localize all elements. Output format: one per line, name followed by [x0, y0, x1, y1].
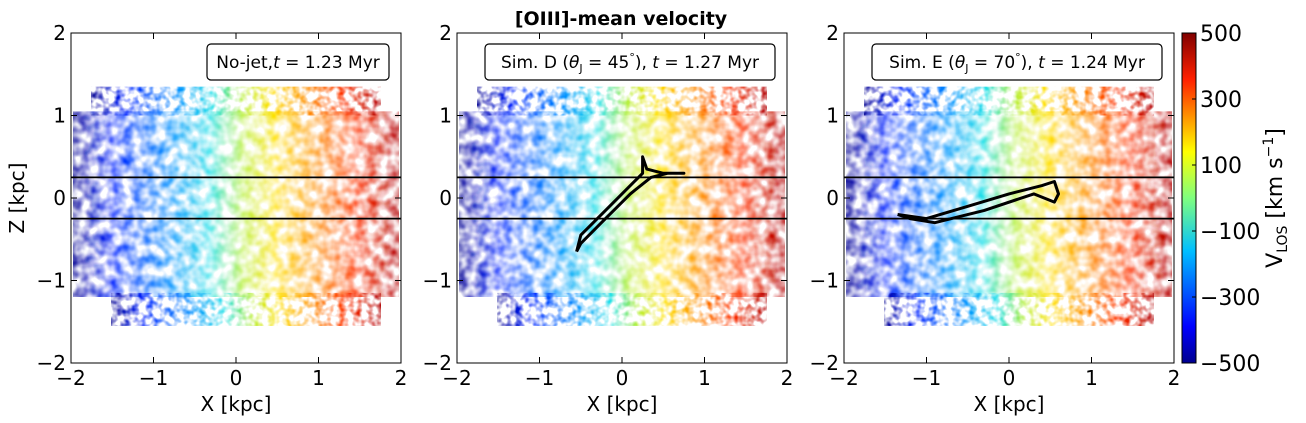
- x-tick-label: −1: [139, 366, 168, 390]
- x-axis-label: X [kpc]: [974, 392, 1045, 416]
- x-tick-label: −1: [912, 366, 941, 390]
- lower-filaments: [111, 292, 381, 326]
- disk-body: [846, 111, 1172, 297]
- x-tick-label: −2: [829, 366, 858, 390]
- jet-contour: [897, 180, 1060, 225]
- x-tick-label: −2: [56, 366, 85, 390]
- x-tick-label: 2: [781, 366, 794, 390]
- upper-filaments: [91, 86, 381, 116]
- lower-filaments: [884, 292, 1154, 326]
- y-tick-label: −2: [37, 351, 66, 375]
- x-tick-label: 0: [1003, 366, 1016, 390]
- x-axis-label: X [kpc]: [587, 392, 658, 416]
- colorbar-ticks: 500 300 100 −100 −300 −500: [1192, 22, 1260, 377]
- jet-contour: [575, 155, 686, 253]
- x-tick-label: 0: [616, 366, 629, 390]
- y-tick-label: 1: [439, 104, 452, 128]
- velocity-map: [457, 33, 787, 363]
- panel-label: No-jet,t = 1.23 Myr: [216, 53, 380, 73]
- x-axis-label: X [kpc]: [201, 392, 272, 416]
- colorbar: 500 300 100 −100 −300 −500 VLOS [km s−1]: [1181, 22, 1291, 377]
- upper-filaments: [477, 86, 767, 116]
- y-tick-label: 0: [53, 186, 66, 210]
- y-tick-label: 0: [439, 186, 452, 210]
- y-tick-label: −1: [810, 269, 839, 293]
- annotation-box: [206, 43, 390, 81]
- y-tick-label: 2: [826, 21, 839, 45]
- panel-3: −2−2 −1 −1 0 0 1 1 2 2 X [kpc] Sim. E (θJ = 70°), …: [810, 21, 1181, 416]
- disk-body: [73, 111, 399, 297]
- x-tick-label: −2: [442, 366, 471, 390]
- y-tick-label: 1: [53, 104, 66, 128]
- annotation-box: [484, 43, 776, 81]
- y-tick-label: −2: [423, 351, 452, 375]
- panel-label: Sim. E (θJ = 70°), t = 1.24 Myr: [889, 51, 1145, 75]
- y-tick-label: 2: [53, 21, 66, 45]
- colorbar-tick-label: 100: [1200, 154, 1242, 179]
- panel-label: Sim. D (θJ = 45°), t = 1.27 Myr: [501, 51, 759, 75]
- upper-filaments: [864, 86, 1154, 116]
- x-tick-label: 0: [230, 366, 243, 390]
- colorbar-tick-label: 300: [1200, 88, 1242, 113]
- y-tick-label: 0: [826, 186, 839, 210]
- colorbar-label: VLOS [km s−1]: [1261, 128, 1291, 268]
- y-tick-label: 1: [826, 104, 839, 128]
- x-tick-label: 1: [312, 366, 325, 390]
- x-tick-label: 1: [1085, 366, 1098, 390]
- lower-filaments: [497, 292, 767, 326]
- x-tick-label: 2: [1168, 366, 1181, 390]
- colorbar-tick-label: −500: [1200, 352, 1260, 377]
- y-tick-label: −2: [810, 351, 839, 375]
- y-axis-label: Z [kpc]: [5, 163, 29, 234]
- y-tick-label: −1: [423, 269, 452, 293]
- panel-2: −2−2 −1 −1 0 0 1 1 2 2 X [kpc] Sim. D (θJ = 45°), …: [423, 21, 794, 416]
- x-tick-label: −1: [525, 366, 554, 390]
- colorbar-tick-label: 500: [1200, 22, 1242, 47]
- velocity-map: [844, 33, 1174, 363]
- annotation-box: [871, 43, 1163, 81]
- panel-1: −2−2 −1 −1 0 0 1 1 2 2 X [kpc] Z [kpc] No-jet,t = 1…: [5, 21, 407, 416]
- y-tick-label: −1: [37, 269, 66, 293]
- velocity-map: [71, 33, 401, 363]
- colorbar-gradient: [1181, 32, 1197, 364]
- x-tick-label: 1: [698, 366, 711, 390]
- colorbar-tick-label: −100: [1200, 220, 1260, 245]
- y-tick-label: 2: [439, 21, 452, 45]
- colorbar-tick-label: −300: [1200, 286, 1260, 311]
- x-tick-label: 2: [395, 366, 408, 390]
- figure-title: [OIII]-mean velocity: [515, 8, 728, 30]
